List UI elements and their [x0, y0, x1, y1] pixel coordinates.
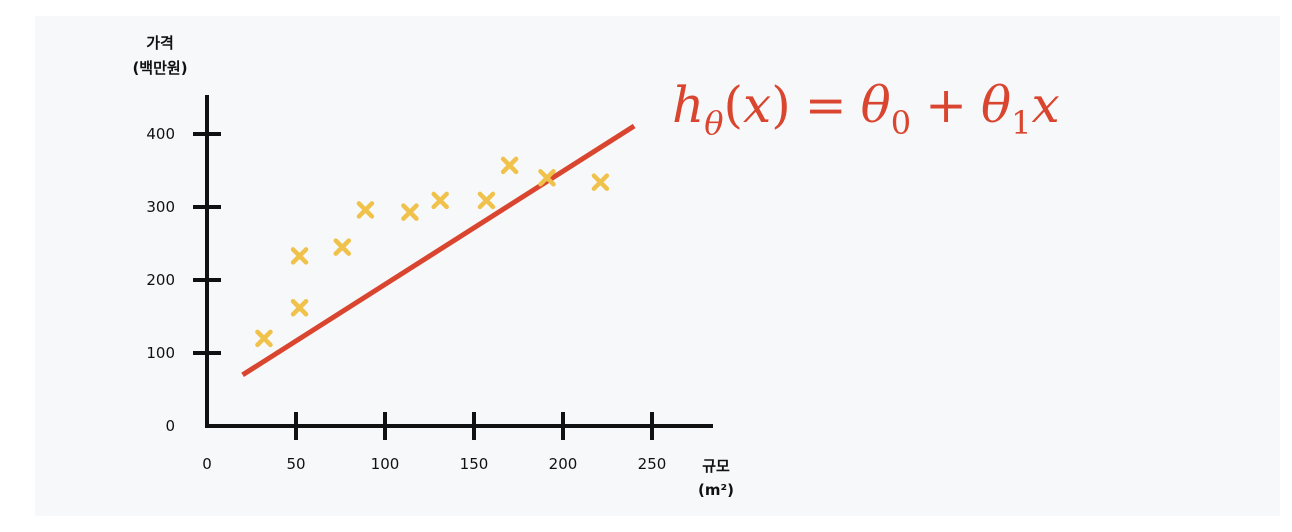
marker-stroke [591, 173, 610, 191]
data-point-x-marker [591, 173, 610, 191]
formula-x: x [743, 76, 771, 134]
hypothesis-formula: hθ(x) = θ0 + θ1x [672, 76, 1060, 142]
data-point-x-marker [500, 156, 519, 175]
marker-stroke [333, 238, 352, 256]
formula-h: h [672, 76, 704, 134]
x-axis-label-line1: 규모 [702, 457, 730, 475]
formula-theta0: θ [861, 76, 891, 134]
x-tick-label: 100 [371, 455, 400, 473]
data-point-x-marker [333, 238, 352, 256]
y-tick-label: 400 [146, 125, 175, 143]
regression-line [241, 123, 636, 378]
formula-plus: + [925, 76, 967, 134]
marker-stroke [356, 201, 375, 219]
y-tick-label: 300 [146, 198, 175, 216]
marker-stroke [538, 169, 556, 187]
chart-panel [35, 16, 1280, 516]
x-tick-label: 200 [549, 455, 578, 473]
ticks: 0 100 200 300 400 0 50 100 150 200 250 [146, 125, 666, 473]
marker-stroke [290, 298, 309, 317]
y-tick-label: 200 [146, 271, 175, 289]
x-tick-label: 50 [286, 455, 305, 473]
x-tick-label: 250 [638, 455, 667, 473]
formula-h-sub: θ [704, 104, 723, 142]
marker-stroke [255, 329, 273, 348]
formula-equals: = [805, 76, 847, 134]
points-group [255, 156, 610, 348]
marker-stroke [477, 191, 496, 210]
formula-paren-open: ( [723, 76, 743, 134]
data-point-x-marker [538, 169, 556, 187]
axes [205, 95, 713, 428]
data-point-x-marker [290, 298, 309, 317]
marker-stroke [290, 247, 309, 265]
data-point-x-marker [401, 203, 419, 221]
x-axis-label-line2: (m²) [698, 481, 734, 499]
formula-paren-close: ) [771, 76, 791, 134]
formula-x2: x [1031, 76, 1059, 134]
data-point-x-marker [290, 247, 309, 265]
x-tick-label: 150 [460, 455, 489, 473]
marker-stroke [500, 156, 519, 175]
data-point-x-marker [431, 191, 449, 210]
data-point-x-marker [477, 191, 496, 210]
formula-theta0-sub: 0 [891, 104, 911, 142]
formula-theta1-sub: 1 [1011, 104, 1031, 142]
y-tick-label: 0 [165, 417, 175, 435]
y-axis-label-line2: (백만원) [132, 59, 187, 77]
y-tick-label: 100 [146, 344, 175, 362]
y-axis-label-line1: 가격 [146, 34, 174, 52]
formula-theta1: θ [981, 76, 1011, 134]
marker-stroke [401, 203, 419, 221]
x-tick-label: 0 [202, 455, 212, 473]
data-point-x-marker [255, 329, 273, 348]
data-point-x-marker [356, 201, 375, 219]
fit-line-group [241, 123, 636, 378]
marker-stroke [431, 191, 449, 210]
